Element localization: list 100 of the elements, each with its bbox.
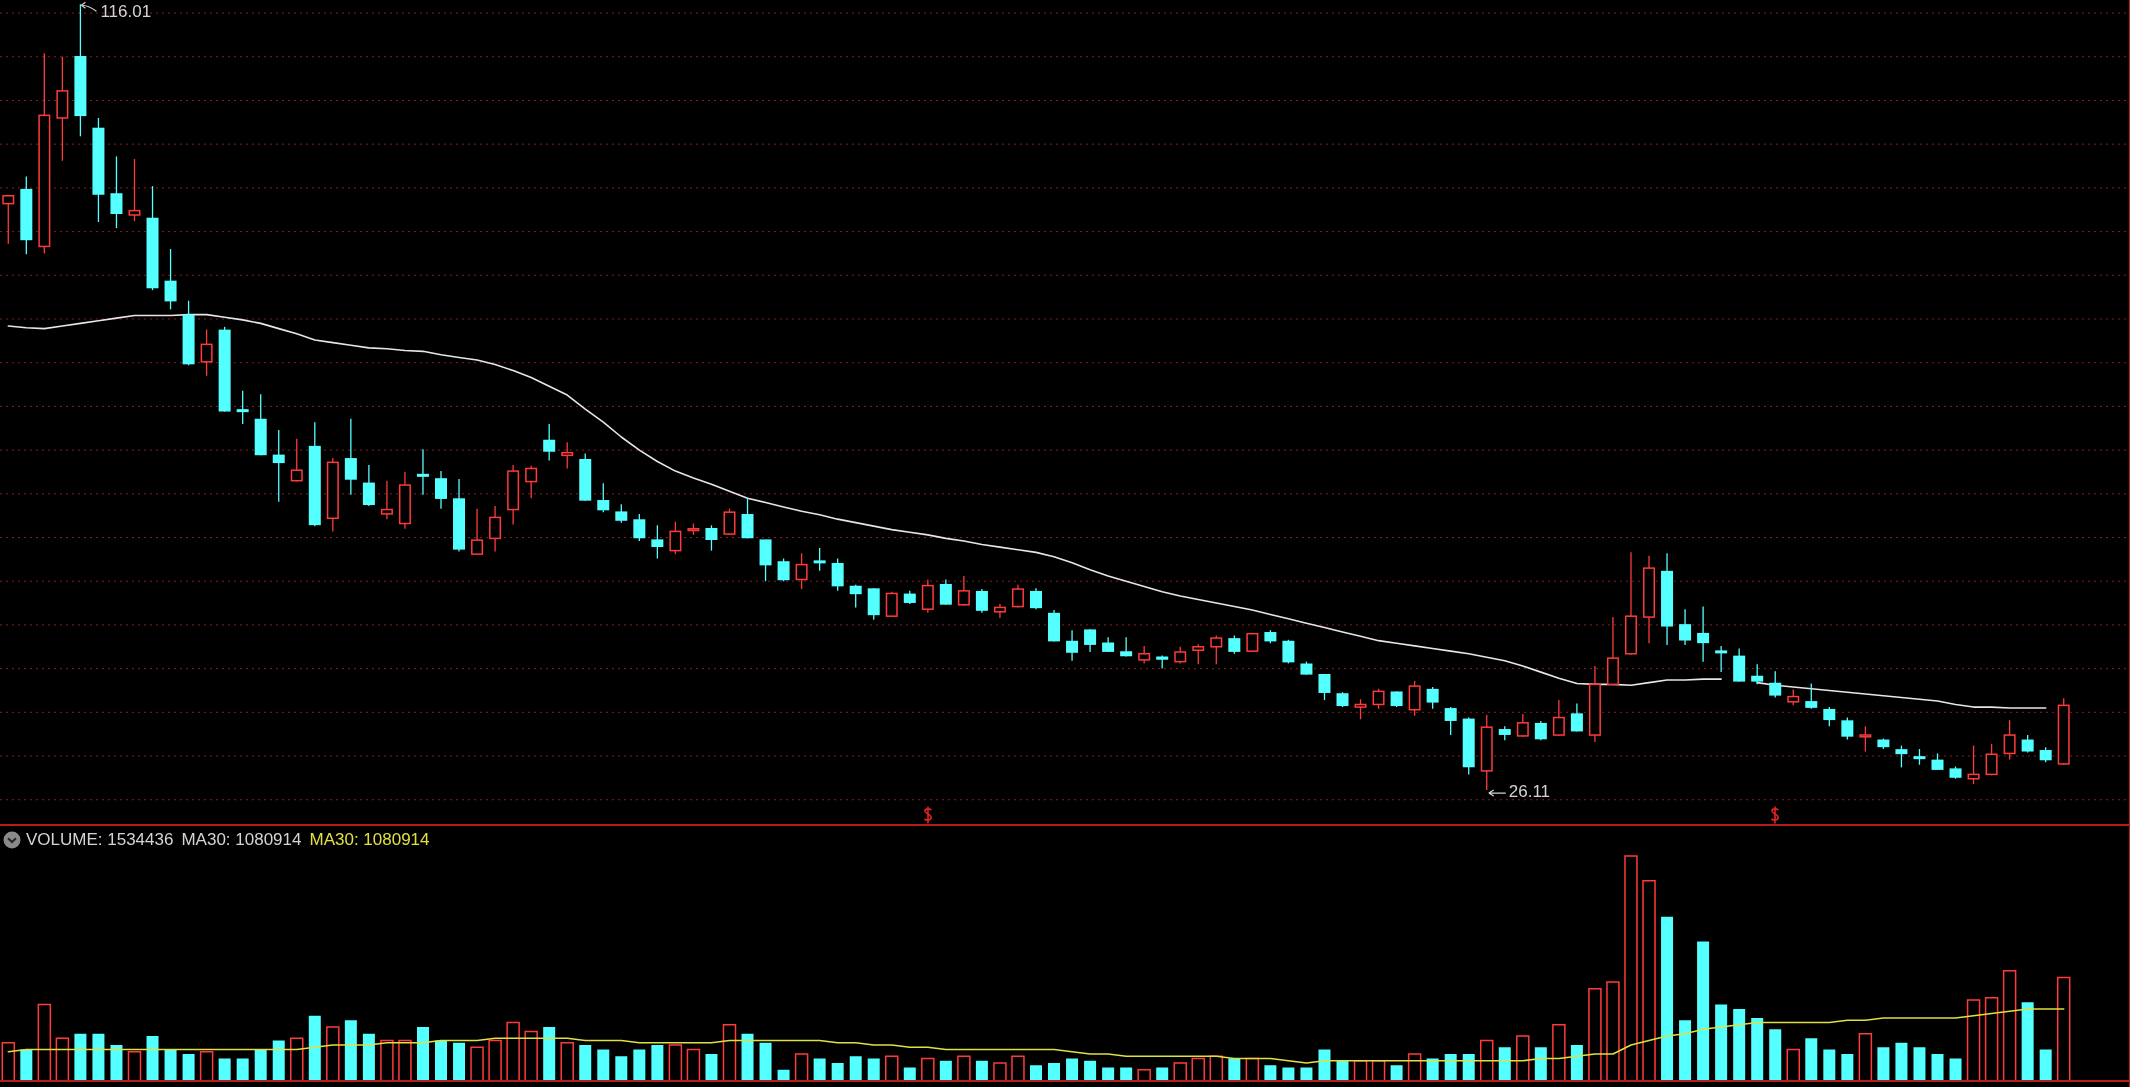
candlestick (723, 508, 736, 536)
candlestick (1354, 698, 1367, 720)
bar (1715, 1004, 1728, 1081)
bar (597, 1049, 610, 1081)
candlestick (1029, 587, 1042, 610)
bar (1066, 1058, 1079, 1081)
candlestick (1679, 608, 1692, 646)
bar (813, 1058, 826, 1081)
bar (453, 1042, 466, 1081)
bar (1823, 1049, 1836, 1081)
bar (218, 1058, 231, 1081)
bar (705, 1054, 718, 1081)
candlestick (489, 505, 502, 553)
bar (1805, 1038, 1818, 1081)
candlestick (795, 552, 808, 590)
bar (668, 1044, 683, 1081)
candlestick (777, 557, 790, 582)
bar (1228, 1058, 1241, 1081)
bar (1480, 1039, 1494, 1081)
bar (1895, 1042, 1908, 1081)
bar (885, 1055, 899, 1081)
bar (362, 1033, 375, 1081)
bar (37, 1003, 52, 1081)
candlestick (615, 503, 628, 524)
bar (488, 1039, 502, 1081)
bar (1, 1042, 16, 1081)
candlestick (1444, 706, 1457, 736)
candlestick (2003, 719, 2016, 761)
bar (633, 1049, 646, 1081)
bar (867, 1058, 880, 1081)
annotation: 26.11 (1508, 782, 1551, 802)
bar (975, 1060, 988, 1081)
bar (1751, 1018, 1764, 1081)
bar (1642, 880, 1656, 1081)
bar (398, 1039, 412, 1081)
candlestick (1985, 743, 1998, 776)
bar (254, 1049, 267, 1081)
bar (344, 1020, 357, 1081)
bar (1084, 1060, 1097, 1081)
bar (92, 1033, 105, 1081)
candlestick (344, 417, 357, 496)
candlestick (1534, 720, 1547, 741)
candlestick (471, 508, 484, 555)
bar (2039, 1049, 2052, 1081)
candlestick (849, 584, 862, 609)
candlestick (1066, 629, 1079, 662)
bar (1588, 988, 1602, 1081)
bar (1877, 1047, 1890, 1081)
candlestick (1715, 645, 1728, 673)
bar (1029, 1065, 1042, 1081)
bar (722, 1024, 737, 1081)
text: VOLUME: 1534436 (26, 830, 174, 849)
candlestick (975, 588, 988, 614)
bar (1516, 1035, 1530, 1081)
candlestick (1210, 634, 1223, 665)
bar (1769, 1029, 1782, 1081)
candlestick (1895, 744, 1908, 769)
candlestick (525, 465, 538, 499)
bar (957, 1055, 971, 1081)
candlestick (110, 155, 123, 229)
bar (110, 1045, 123, 1081)
bar (1984, 997, 1999, 1081)
candlestick (416, 448, 429, 496)
candlestick (1751, 663, 1764, 686)
bar (1570, 1045, 1583, 1081)
candlestick (1570, 702, 1583, 733)
bar (939, 1060, 952, 1081)
bar (272, 1040, 285, 1081)
bar (74, 1033, 87, 1081)
bar (993, 1062, 1007, 1081)
bar (759, 1042, 772, 1081)
candlestick (885, 591, 898, 618)
bar (1913, 1047, 1926, 1081)
bar (2056, 976, 2071, 1081)
candlestick (1552, 699, 1565, 737)
candlestick (1823, 706, 1836, 727)
bar (199, 1051, 214, 1081)
bar (1390, 1065, 1403, 1081)
candlestick (290, 438, 303, 483)
bar (921, 1057, 935, 1081)
candlestick (1769, 670, 1782, 699)
candlestick (741, 497, 754, 540)
bar (2021, 1002, 2034, 1081)
candlestick (651, 524, 664, 560)
candlestick (435, 470, 448, 510)
bar (1733, 1009, 1746, 1081)
bar (1966, 999, 1981, 1081)
candlestick (236, 390, 249, 425)
text: MA30: 1080914 (309, 830, 430, 849)
bar (651, 1045, 664, 1081)
bar (1534, 1047, 1547, 1081)
bar (615, 1056, 628, 1081)
candlestick (633, 513, 646, 542)
candlestick (813, 547, 826, 572)
bar (146, 1036, 159, 1081)
bar (1679, 1020, 1692, 1081)
bar (1011, 1055, 1025, 1081)
candlestick (362, 464, 375, 507)
text: MA30: 1080914 (181, 830, 302, 849)
bar (1858, 1033, 1873, 1081)
